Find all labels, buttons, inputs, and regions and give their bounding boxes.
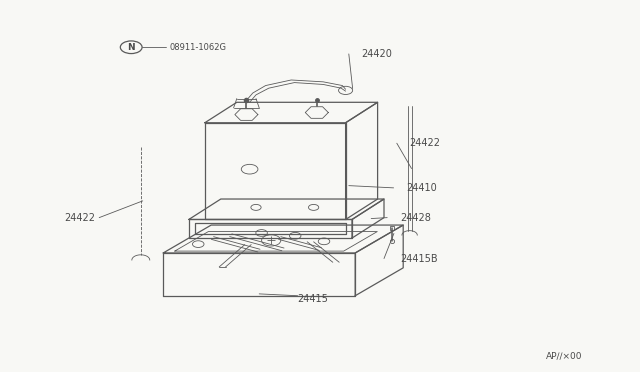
- Text: N: N: [127, 43, 135, 52]
- Text: AP∕∕×00: AP∕∕×00: [546, 351, 582, 360]
- Text: 24428: 24428: [400, 213, 431, 222]
- Text: 24410: 24410: [406, 183, 437, 193]
- Text: 24420: 24420: [362, 49, 392, 59]
- Text: 24422: 24422: [64, 213, 95, 222]
- Text: 24415: 24415: [298, 295, 328, 304]
- Text: 24422: 24422: [410, 138, 440, 148]
- Text: 24415B: 24415B: [400, 254, 438, 263]
- Text: 08911-1062G: 08911-1062G: [170, 43, 227, 52]
